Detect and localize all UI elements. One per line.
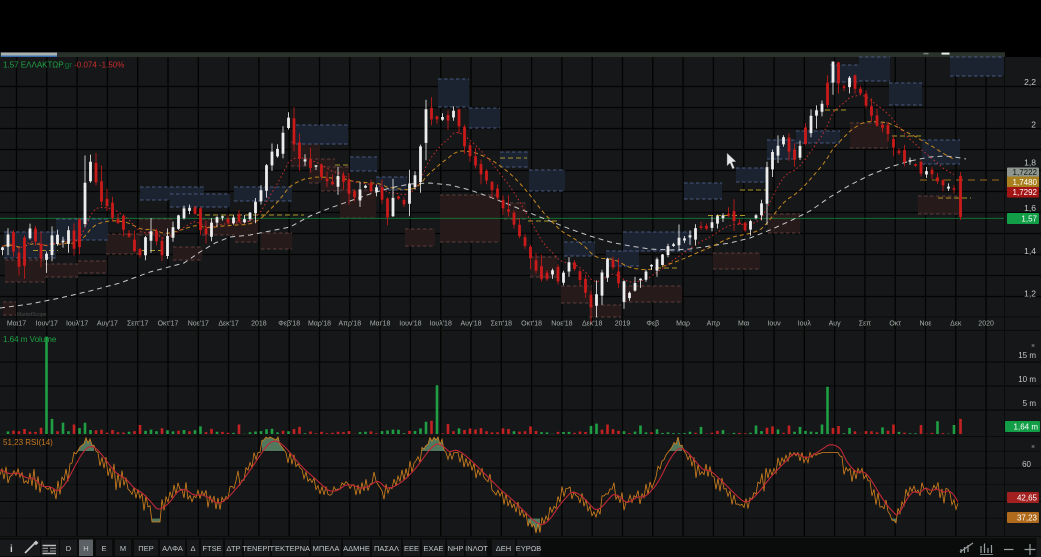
svg-text:M: M [120, 544, 126, 553]
svg-text:5 m: 5 m [1023, 399, 1037, 408]
svg-text:Φεβ: Φεβ [646, 321, 659, 328]
svg-text:Αυγ'18: Αυγ'18 [460, 321, 481, 328]
svg-text:Δεκ'18: Δεκ'18 [582, 321, 603, 328]
svg-text:ΓΕΚΤΕΡΝΑ: ΓΕΚΤΕΡΝΑ [271, 544, 310, 553]
svg-text:ΕΧΑΕ: ΕΧΑΕ [423, 544, 443, 553]
svg-text:Σεπ'18: Σεπ'18 [491, 321, 513, 328]
svg-text:Αυγ'17: Αυγ'17 [97, 321, 118, 328]
svg-text:FTSE: FTSE [202, 544, 221, 553]
svg-text:ΑΔΜΗΕ: ΑΔΜΗΕ [343, 544, 370, 553]
svg-text:Νοε'18: Νοε'18 [551, 321, 572, 328]
svg-text:ΕΕΕ: ΕΕΕ [404, 544, 419, 553]
svg-text:Οκτ'17: Οκτ'17 [158, 321, 179, 328]
svg-text:1,57: 1,57 [1021, 215, 1037, 224]
svg-text:Μαι17: Μαι17 [7, 321, 26, 328]
svg-text:Μαρ: Μαρ [676, 321, 690, 328]
svg-text:2020: 2020 [978, 321, 994, 328]
svg-text:1,2: 1,2 [1024, 289, 1036, 299]
svg-text:Μαρ'18: Μαρ'18 [308, 321, 331, 328]
svg-text:60: 60 [1022, 460, 1031, 469]
svg-text:Ιουν'18: Ιουν'18 [399, 321, 421, 328]
svg-text:ΝΗΡ: ΝΗΡ [448, 544, 464, 553]
svg-text:2019: 2019 [615, 321, 631, 328]
svg-text:10 m: 10 m [1018, 375, 1036, 384]
svg-text:Ιουν: Ιουν [767, 321, 781, 328]
svg-text:ΑΛΦΑ: ΑΛΦΑ [162, 544, 183, 553]
svg-text:Δεκ'17: Δεκ'17 [218, 321, 239, 328]
svg-text:15 m: 15 m [1018, 351, 1036, 360]
svg-text:ΙΝΛΟΤ: ΙΝΛΟΤ [465, 544, 488, 553]
svg-text:Νοε: Νοε [919, 321, 931, 328]
svg-text:Δ: Δ [190, 544, 195, 553]
svg-text:Οκτ: Οκτ [889, 321, 901, 328]
svg-text:37,23: 37,23 [1017, 514, 1038, 523]
svg-text:D: D [66, 544, 72, 553]
svg-text:Απρ: Απρ [707, 321, 720, 328]
svg-text:Μαι'18: Μαι'18 [370, 321, 391, 328]
svg-text:2018: 2018 [251, 321, 267, 328]
svg-text:1.57 ΕΛΛΑΚΤΩΡ.gr -0.074 -1.50%: 1.57 ΕΛΛΑΚΤΩΡ.gr -0.074 -1.50% [3, 61, 124, 70]
svg-text:Απρ'18: Απρ'18 [338, 321, 361, 328]
svg-text:1.64 m Volume: 1.64 m Volume [3, 335, 57, 344]
svg-text:Ιουλ: Ιουλ [798, 321, 812, 328]
svg-text:ΤΕΝΕΡΓ: ΤΕΝΕΡΓ [242, 544, 271, 553]
svg-text:1,6: 1,6 [1024, 203, 1036, 213]
svg-text:51,23 RSI(14): 51,23 RSI(14) [3, 438, 53, 447]
svg-text:MarketScope: MarketScope [17, 312, 47, 318]
svg-text:E: E [101, 544, 106, 553]
svg-text:Μαι: Μαι [738, 321, 750, 328]
svg-text:1,7222: 1,7222 [1013, 168, 1038, 177]
svg-text:×: × [1031, 444, 1035, 451]
svg-text:ΔΤΡ: ΔΤΡ [226, 544, 240, 553]
svg-text:1,8: 1,8 [1024, 158, 1036, 168]
svg-text:1,7480: 1,7480 [1013, 178, 1038, 187]
svg-text:1,7292: 1,7292 [1013, 188, 1038, 197]
svg-text:Σεπ'17: Σεπ'17 [127, 321, 149, 328]
svg-text:Νοε'17: Νοε'17 [188, 321, 209, 328]
svg-text:ΕΥΡΩΒ: ΕΥΡΩΒ [516, 544, 542, 553]
svg-text:Δεκ: Δεκ [950, 321, 962, 328]
svg-text:ΠΕΡ: ΠΕΡ [138, 544, 153, 553]
svg-text:ΠΑΣΑΛ: ΠΑΣΑΛ [374, 544, 399, 553]
svg-text:Φεβ'18: Φεβ'18 [278, 321, 300, 328]
svg-text:Ιουν'17: Ιουν'17 [36, 321, 58, 328]
svg-text:ΔΕΗ: ΔΕΗ [496, 544, 511, 553]
svg-text:42,65: 42,65 [1017, 494, 1038, 503]
svg-text:2,2: 2,2 [1024, 77, 1036, 87]
svg-text:Ιουλ'17: Ιουλ'17 [66, 321, 88, 328]
svg-text:Ιουλ'18: Ιουλ'18 [430, 321, 452, 328]
svg-text:Σεπ: Σεπ [859, 321, 871, 328]
svg-text:Αυγ: Αυγ [829, 321, 841, 328]
svg-text:×: × [1031, 343, 1035, 350]
svg-text:1,64 m: 1,64 m [1014, 423, 1039, 432]
svg-text:2: 2 [1031, 120, 1036, 130]
svg-text:i: i [10, 544, 13, 555]
svg-text:Οκτ'18: Οκτ'18 [521, 321, 542, 328]
svg-text:H: H [83, 544, 88, 553]
svg-text:ΜΠΕΛΑ: ΜΠΕΛΑ [313, 544, 340, 553]
svg-text:1,4: 1,4 [1024, 246, 1036, 256]
